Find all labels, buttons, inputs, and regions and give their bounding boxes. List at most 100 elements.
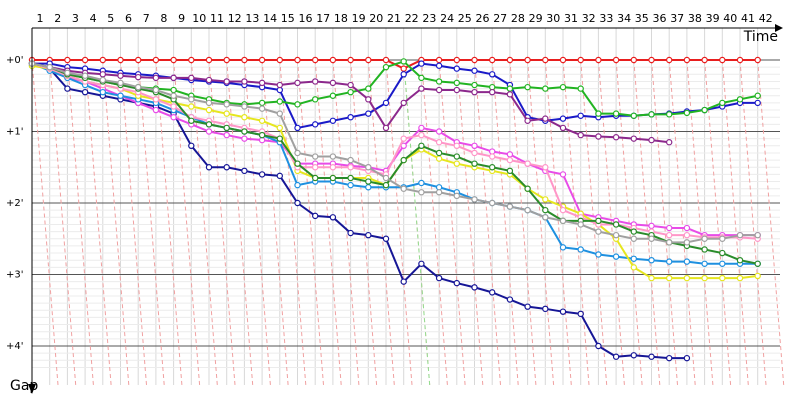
gap-tick-label: +2' bbox=[6, 198, 24, 209]
data-point bbox=[400, 99, 407, 107]
data-point bbox=[701, 56, 708, 64]
lap-reference-line bbox=[686, 59, 714, 386]
data-point bbox=[595, 217, 602, 225]
data-point bbox=[666, 274, 673, 282]
data-point bbox=[99, 71, 107, 78]
data-point bbox=[294, 160, 301, 167]
data-point bbox=[418, 260, 425, 267]
data-point bbox=[736, 257, 744, 264]
data-point bbox=[223, 110, 230, 117]
data-point bbox=[205, 128, 213, 135]
data-point bbox=[542, 85, 549, 92]
data-point bbox=[701, 106, 708, 114]
data-point bbox=[312, 174, 319, 182]
data-point bbox=[294, 101, 301, 108]
data-point bbox=[365, 184, 372, 191]
data-point bbox=[453, 153, 460, 160]
data-point bbox=[347, 156, 354, 164]
data-point bbox=[577, 112, 584, 119]
data-point bbox=[365, 96, 372, 103]
data-point bbox=[719, 235, 726, 242]
data-point bbox=[276, 56, 283, 64]
lap-reference-line bbox=[544, 59, 572, 386]
data-point bbox=[453, 279, 460, 287]
data-point bbox=[595, 133, 602, 140]
data-point bbox=[329, 92, 337, 99]
data-point bbox=[630, 112, 638, 119]
lap-reference-line bbox=[367, 59, 395, 386]
lap-reference-line bbox=[420, 59, 448, 386]
data-point bbox=[612, 134, 620, 141]
lap-label: 32 bbox=[582, 12, 596, 25]
data-point bbox=[453, 86, 460, 94]
data-point bbox=[382, 174, 390, 182]
data-point bbox=[542, 115, 549, 122]
data-point bbox=[630, 255, 638, 262]
lap-reference-line bbox=[261, 59, 289, 386]
data-point bbox=[205, 106, 213, 114]
data-point bbox=[205, 76, 213, 84]
data-point bbox=[683, 109, 691, 117]
lap-reference-line bbox=[651, 59, 678, 386]
data-point bbox=[46, 63, 53, 71]
data-point bbox=[542, 214, 549, 221]
lap-reference-line bbox=[137, 59, 165, 386]
data-point bbox=[435, 86, 443, 94]
data-point bbox=[188, 96, 195, 103]
data-point bbox=[612, 56, 620, 64]
data-point bbox=[453, 79, 460, 87]
lap-reference-line bbox=[527, 59, 555, 386]
lap-reference-line bbox=[243, 59, 271, 386]
data-point bbox=[736, 96, 744, 103]
data-point bbox=[241, 56, 248, 64]
data-point bbox=[258, 79, 266, 87]
lap-label: 19 bbox=[352, 12, 366, 25]
data-point bbox=[754, 260, 761, 267]
data-point bbox=[701, 246, 708, 253]
data-point bbox=[170, 56, 177, 64]
data-point bbox=[188, 103, 195, 110]
data-point bbox=[648, 136, 655, 144]
data-point bbox=[630, 264, 638, 271]
highlight-lap-line bbox=[403, 59, 431, 386]
data-point bbox=[612, 231, 620, 239]
data-point bbox=[170, 74, 177, 82]
lap-label: 27 bbox=[493, 12, 507, 25]
data-point bbox=[595, 342, 602, 350]
series-line bbox=[31, 62, 687, 360]
data-point bbox=[489, 199, 496, 207]
data-point bbox=[577, 56, 584, 64]
data-point bbox=[719, 56, 726, 64]
data-point bbox=[506, 296, 514, 303]
data-point bbox=[701, 235, 708, 242]
data-point bbox=[294, 79, 301, 87]
data-point bbox=[630, 235, 638, 242]
data-point bbox=[435, 62, 443, 69]
lap-reference-line bbox=[314, 59, 342, 386]
lap-reference-line bbox=[633, 59, 661, 386]
data-point bbox=[471, 149, 478, 157]
data-point bbox=[365, 231, 372, 239]
data-point bbox=[241, 113, 248, 121]
data-point bbox=[258, 117, 266, 124]
data-point bbox=[81, 72, 89, 79]
lap-label: 11 bbox=[210, 12, 224, 25]
data-point bbox=[64, 69, 71, 77]
data-point bbox=[312, 56, 319, 64]
data-point bbox=[666, 224, 673, 232]
data-point bbox=[754, 56, 761, 64]
data-point bbox=[276, 135, 283, 142]
data-point bbox=[329, 153, 337, 160]
data-point bbox=[506, 203, 514, 210]
data-point bbox=[489, 88, 496, 96]
data-point bbox=[630, 352, 638, 359]
data-point bbox=[524, 206, 531, 214]
data-point bbox=[382, 124, 390, 132]
data-point bbox=[719, 274, 726, 282]
lap-reference-line bbox=[385, 59, 413, 386]
data-point bbox=[152, 56, 160, 64]
data-point bbox=[719, 249, 726, 257]
data-point bbox=[241, 78, 248, 85]
lap-label: 29 bbox=[529, 12, 543, 25]
data-point bbox=[471, 196, 478, 203]
